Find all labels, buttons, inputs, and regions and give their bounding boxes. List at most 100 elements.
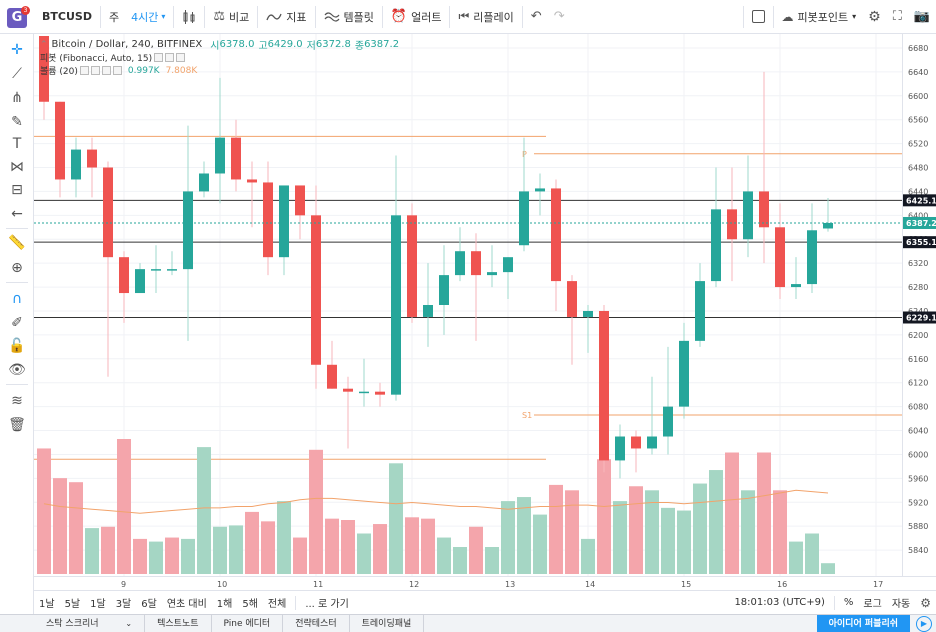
range-1m[interactable]: 1달 — [90, 599, 106, 610]
chart-type-button[interactable] — [176, 0, 202, 34]
pivot-label: S1 — [522, 411, 532, 420]
bottom-panel-tabs: 스탁 스크리너 ⌄ 텍스트노트 Pine 에디터 전략테스터 트레이딩패널 아이… — [0, 614, 936, 632]
range-all[interactable]: 전체 — [267, 599, 287, 610]
volume-bar — [341, 520, 355, 574]
cloud-save-button[interactable]: ☁ 피봇포인트 ▾ — [776, 0, 863, 34]
chevron-up-icon[interactable]: ⌃ — [40, 39, 48, 50]
replay-button[interactable]: ⏮ 리플레이 — [452, 0, 519, 34]
time-tick-label: 9 — [121, 580, 126, 589]
divider — [6, 384, 28, 385]
range-ytd[interactable]: 연초 대비 — [166, 599, 207, 610]
undo-icon[interactable]: ↶ — [530, 9, 542, 24]
gear-icon[interactable] — [165, 53, 175, 62]
play-icon[interactable]: ▶ — [916, 616, 932, 632]
range-1y[interactable]: 1해 — [216, 599, 233, 610]
candle-body — [759, 191, 769, 228]
range-5d[interactable]: 5날 — [64, 599, 81, 610]
divider — [257, 5, 259, 28]
range-5y[interactable]: 5해 — [242, 599, 258, 610]
lock-drawing-icon[interactable]: ✐ — [11, 315, 23, 331]
goto-date-button[interactable]: ... 로 가기 — [305, 599, 349, 610]
tab-pine-editor[interactable]: Pine 에디터 — [212, 614, 284, 632]
tab-stock-screener[interactable]: 스탁 스크리너 ⌄ — [0, 614, 146, 632]
price-tick-label: 6560 — [908, 116, 928, 125]
eye-icon[interactable] — [154, 53, 164, 62]
tab-text-notes[interactable]: 텍스트노트 — [145, 614, 212, 632]
volume-bar — [213, 526, 227, 574]
crosshair-icon[interactable]: ✛ — [11, 42, 23, 58]
divider — [295, 595, 297, 610]
symbol-title[interactable]: Bitcoin / Dollar, 240, BITFINEX — [51, 39, 203, 50]
gear-icon[interactable] — [90, 66, 100, 75]
volume-bar — [325, 518, 339, 574]
zoom-icon[interactable]: ⊕ — [11, 260, 23, 276]
close-icon[interactable] — [176, 53, 186, 62]
volume-bar — [485, 547, 499, 574]
magnet-icon[interactable]: ∩ — [11, 291, 23, 307]
gear-icon[interactable]: ⚙ — [920, 595, 931, 610]
candle-body — [183, 191, 193, 270]
pattern-icon[interactable]: ⋈ — [10, 159, 24, 175]
volume-bar — [757, 452, 771, 574]
legend-pivot-row[interactable]: 피봇 (Fibonacci, Auto, 15) — [40, 51, 399, 64]
eye-icon[interactable]: 👁 — [8, 362, 26, 378]
redo-icon[interactable]: ↷ — [553, 9, 565, 24]
volume-bar — [645, 490, 659, 574]
indicators-button[interactable]: 지표 — [260, 0, 312, 34]
clock-label[interactable]: 18:01:03 (UTC+9) — [734, 597, 825, 608]
symbol-search[interactable]: BTCUSD — [42, 10, 92, 23]
range-3m[interactable]: 3달 — [115, 599, 132, 610]
close-icon[interactable] — [101, 66, 111, 75]
trash-icon[interactable]: 🗑 — [8, 417, 26, 433]
compare-button[interactable]: ⚖ 비교 — [207, 0, 255, 34]
candles — [39, 36, 833, 479]
fullscreen-icon[interactable]: ⛶ — [892, 9, 902, 24]
percent-toggle[interactable]: % — [843, 597, 854, 608]
time-tick-label: 11 — [313, 580, 323, 589]
gear-icon[interactable]: ⚙ — [868, 8, 881, 25]
candle — [743, 155, 753, 258]
time-axis[interactable]: 9 10 11 12 13 14 15 16 17 — [34, 576, 936, 590]
ruler-icon[interactable]: 📏 — [8, 235, 26, 251]
pitchfork-icon[interactable]: ⋔ — [11, 90, 23, 106]
brush-icon[interactable]: ✎ — [11, 114, 23, 130]
log-toggle[interactable]: 로그 — [863, 599, 882, 610]
candle-body — [823, 222, 833, 229]
candle-body — [423, 305, 433, 317]
prediction-icon[interactable]: ⊟ — [11, 182, 23, 198]
fullscreen-toggle[interactable] — [746, 0, 771, 34]
volume-bar — [101, 526, 115, 574]
candle-body — [791, 284, 801, 288]
chevron-down-icon[interactable]: ⌄ — [125, 618, 133, 628]
trend-line-icon[interactable]: ⟋ — [12, 66, 22, 82]
range-button[interactable]: 주 — [109, 10, 120, 24]
alerts-button[interactable]: ⏰ 얼러트 — [385, 0, 448, 34]
range-6m[interactable]: 6달 — [141, 599, 157, 610]
unlock-icon[interactable]: 🔓 — [8, 338, 26, 354]
auto-toggle[interactable]: 자동 — [891, 599, 911, 610]
candle — [503, 257, 513, 300]
layers-icon[interactable]: ≋ — [11, 393, 23, 409]
pivot-study-label: 피봇 (Fibonacci, Auto, 15) — [40, 54, 153, 64]
candle — [535, 173, 545, 216]
legend-volume-row[interactable]: 볼륨 (20) 0.997K 7.808K — [40, 64, 399, 78]
volume-bar — [133, 538, 147, 574]
range-1d[interactable]: 1날 — [39, 599, 55, 610]
camera-icon[interactable]: 📷 — [913, 9, 930, 24]
templates-button[interactable]: 템플릿 — [318, 0, 380, 34]
interval-button[interactable]: 4시간 ▾ — [125, 0, 171, 34]
price-axis[interactable]: 6680664066006560652064806440640063606320… — [902, 34, 936, 576]
volume-bar — [85, 528, 99, 574]
text-icon[interactable]: T — [12, 136, 22, 152]
price-tick-label: 6680 — [908, 44, 928, 53]
time-tick-label: 13 — [505, 580, 515, 589]
publish-idea-button[interactable]: 아이디어 퍼블리쉬 — [816, 615, 910, 632]
eye-icon[interactable] — [79, 66, 89, 75]
logo-area[interactable]: G 3 — [0, 0, 36, 34]
back-arrow-icon[interactable]: ← — [11, 206, 23, 222]
chart-canvas[interactable]: PS1 — [34, 34, 902, 576]
tab-trading-panel[interactable]: 트레이딩패널 — [350, 614, 425, 632]
tab-strategy-tester[interactable]: 전략테스터 — [283, 614, 350, 632]
more-icon[interactable] — [112, 66, 122, 75]
volume-bar — [197, 447, 211, 574]
